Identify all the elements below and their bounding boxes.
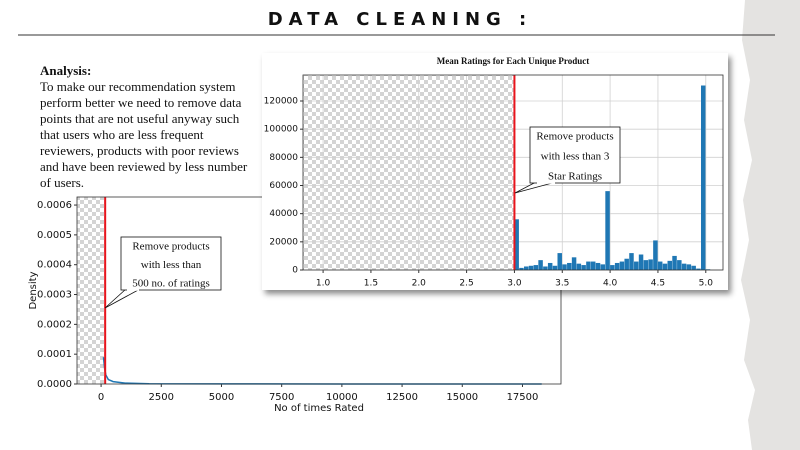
- histogram-bar: [691, 265, 696, 270]
- histogram-bar: [581, 265, 586, 270]
- axes-frame: [302, 74, 724, 271]
- histogram-bar: [528, 265, 534, 270]
- histogram-bar: [643, 260, 649, 270]
- torn-paper: [741, 0, 800, 450]
- y-tick-label: 0.0006: [37, 200, 72, 211]
- histogram-bar: [576, 263, 582, 270]
- histogram-bar: [557, 253, 562, 270]
- annotation-line: Remove products: [536, 131, 613, 143]
- histogram-bar: [614, 262, 620, 270]
- histogram-bar: [648, 259, 653, 270]
- callout-box: [120, 236, 222, 291]
- histogram-bar: [547, 262, 553, 270]
- annotation-line: Star Ratings: [548, 171, 602, 183]
- histogram-bar: [590, 261, 596, 270]
- y-tick-label: 0.0004: [37, 260, 72, 271]
- histogram-bar: [567, 262, 572, 270]
- histogram-bar: [653, 240, 658, 270]
- histogram-bar: [681, 263, 687, 270]
- annotation-line: Remove products: [132, 241, 209, 253]
- y-tick-label: 0.0002: [37, 319, 72, 330]
- x-tick-label: 1.5: [364, 279, 378, 289]
- y-tick-label: 0: [292, 266, 298, 276]
- annotation-line: 500 no. of ratings: [132, 278, 210, 290]
- x-tick-label: 17500: [507, 392, 539, 403]
- analysis-line: that users who are less frequent: [40, 127, 204, 142]
- analysis-line: points that are not useful anyway such: [40, 111, 240, 126]
- histogram-bar: [533, 265, 539, 270]
- y-tick-label: 0.0000: [37, 379, 72, 390]
- x-tick-label: 7500: [269, 392, 294, 403]
- histogram-bar: [543, 266, 548, 270]
- histogram-bar: [605, 191, 610, 270]
- chart-title: Mean Ratings for Each Unique Product: [437, 56, 589, 66]
- histogram-bar: [552, 265, 558, 270]
- y-tick-label: 120000: [264, 96, 299, 106]
- histogram-bar: [700, 85, 706, 270]
- analysis-line: and have been reviewed by less number: [40, 159, 248, 174]
- histogram-bar: [514, 219, 519, 270]
- analysis-line: To make our recommendation system: [40, 79, 235, 94]
- histogram-bar: [562, 264, 567, 270]
- x-tick-label: 4.0: [603, 279, 618, 289]
- removed-region: [303, 75, 515, 270]
- x-tick-label: 10000: [326, 392, 358, 403]
- y-tick-label: 40000: [269, 209, 298, 219]
- histogram-bar: [657, 261, 663, 270]
- x-tick-label: 12500: [386, 392, 418, 403]
- y-tick-label: 20000: [269, 237, 298, 247]
- x-tick-label: 2.5: [459, 279, 473, 289]
- annotation-line: with less than: [141, 259, 202, 271]
- histogram-bar: [586, 261, 591, 270]
- y-tick-label: 100000: [264, 125, 299, 135]
- histogram-bar: [629, 253, 634, 270]
- y-tick-label: 0.0003: [37, 290, 72, 301]
- histogram-bar: [667, 260, 672, 270]
- x-tick-label: 2500: [149, 392, 174, 403]
- histogram-bar: [624, 258, 629, 270]
- histogram-bar: [595, 262, 601, 270]
- histogram-bar: [619, 261, 625, 270]
- x-tick-label: 0: [98, 392, 104, 403]
- histogram-bar: [524, 266, 529, 270]
- callout-box: [529, 126, 621, 184]
- histogram-bar: [571, 257, 577, 270]
- y-axis-label: Density: [28, 271, 39, 309]
- x-tick-label: 15000: [446, 392, 478, 403]
- x-tick-label: 2.0: [412, 279, 427, 289]
- x-tick-label: 3.5: [555, 279, 569, 289]
- y-tick-label: 60000: [269, 181, 298, 191]
- annotation-line: with less than 3: [541, 151, 610, 163]
- x-tick-label: 5000: [209, 392, 234, 403]
- histogram-bar: [686, 264, 692, 270]
- x-tick-label: 5.0: [699, 279, 714, 289]
- histogram-bar: [638, 254, 644, 270]
- histogram-bar: [538, 260, 543, 270]
- histogram-bar: [662, 263, 668, 270]
- x-tick-label: 3.0: [507, 279, 522, 289]
- analysis-line: reviewers, products with poor reviews: [40, 143, 239, 158]
- analysis-line: perform better we need to remove data: [40, 95, 242, 110]
- x-tick-label: 1.0: [316, 279, 331, 289]
- analysis-heading: Analysis:: [40, 63, 91, 78]
- y-tick-label: 0.0001: [37, 349, 72, 360]
- analysis-line: of users.: [40, 175, 84, 190]
- slide-title: DATA CLEANING :: [268, 9, 533, 30]
- histogram-bar: [600, 264, 606, 270]
- x-tick-label: 4.5: [651, 279, 665, 289]
- histogram-bar: [677, 260, 682, 270]
- removed-region: [77, 197, 106, 384]
- x-axis-label: No of times Rated: [274, 403, 364, 414]
- histogram-bar: [634, 261, 639, 270]
- histogram-bar: [696, 268, 701, 270]
- histogram-bar: [672, 255, 677, 270]
- histogram-bar: [519, 267, 524, 270]
- histogram-bar: [610, 265, 615, 270]
- y-tick-label: 80000: [269, 153, 298, 163]
- y-tick-label: 0.0005: [37, 230, 72, 241]
